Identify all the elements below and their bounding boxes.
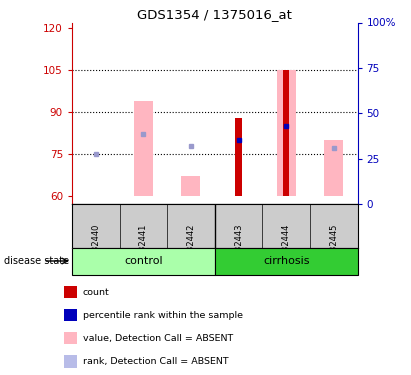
Text: GSM32442: GSM32442 [187, 224, 196, 269]
Text: GSM32445: GSM32445 [329, 224, 338, 269]
Title: GDS1354 / 1375016_at: GDS1354 / 1375016_at [137, 8, 292, 21]
Text: control: control [124, 256, 163, 266]
FancyBboxPatch shape [72, 248, 215, 274]
Bar [324, 140, 343, 196]
Text: GSM32440: GSM32440 [91, 224, 100, 269]
Text: GSM32444: GSM32444 [282, 224, 291, 269]
Text: cirrhosis: cirrhosis [263, 256, 309, 266]
Text: GSM32441: GSM32441 [139, 224, 148, 269]
Text: percentile rank within the sample: percentile rank within the sample [83, 311, 243, 320]
Text: GSM32443: GSM32443 [234, 224, 243, 269]
Bar [181, 176, 201, 196]
FancyBboxPatch shape [215, 248, 358, 274]
Bar [283, 70, 289, 196]
Bar [277, 70, 296, 196]
Bar [236, 118, 242, 196]
Bar [64, 332, 77, 344]
Text: count: count [83, 288, 110, 297]
Bar [64, 309, 77, 321]
Text: rank, Detection Call = ABSENT: rank, Detection Call = ABSENT [83, 357, 229, 366]
Bar [64, 286, 77, 298]
Bar [64, 356, 77, 368]
Text: disease state: disease state [4, 256, 69, 266]
Bar [134, 101, 153, 196]
Text: value, Detection Call = ABSENT: value, Detection Call = ABSENT [83, 334, 233, 343]
